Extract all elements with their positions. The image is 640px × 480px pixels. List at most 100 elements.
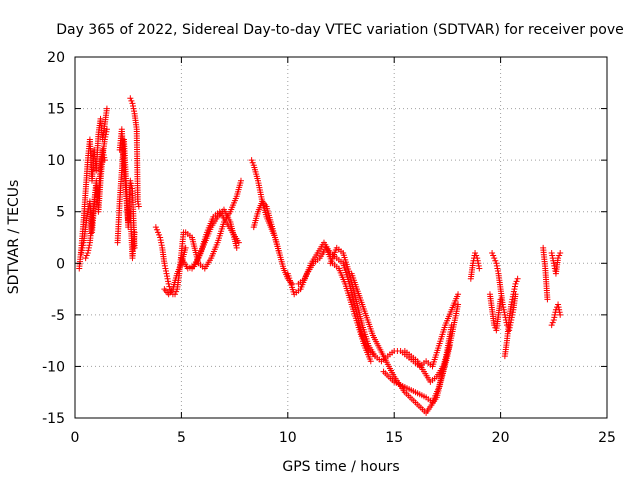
- data-point: [489, 249, 496, 256]
- data-point: [158, 239, 165, 246]
- data-point: [551, 262, 558, 269]
- data-point: [500, 304, 507, 311]
- data-point: [130, 105, 137, 112]
- data-point: [476, 265, 483, 272]
- data-point: [494, 265, 501, 272]
- x-tick-label: 20: [492, 430, 510, 446]
- data-point: [556, 306, 563, 313]
- data-point: [134, 198, 141, 205]
- data-point: [474, 255, 481, 262]
- data-point: [550, 260, 557, 267]
- data-point: [164, 273, 171, 280]
- plot-frame: [74, 56, 608, 419]
- data-point: [557, 311, 564, 318]
- data-point: [506, 327, 513, 334]
- data-point: [78, 247, 85, 254]
- data-point: [78, 249, 85, 256]
- data-point: [161, 260, 168, 267]
- data-point: [79, 242, 86, 249]
- data-point: [448, 322, 455, 329]
- data-point: [128, 185, 135, 192]
- data-point: [102, 131, 109, 138]
- data-point: [555, 255, 562, 262]
- data-point: [127, 177, 134, 184]
- data-point: [103, 126, 110, 133]
- x-tick-label: 0: [71, 430, 80, 446]
- data-point: [157, 234, 164, 241]
- data-point: [102, 133, 109, 140]
- data-point: [103, 128, 110, 135]
- data-point: [475, 262, 482, 269]
- data-point: [500, 306, 507, 313]
- data-point: [549, 319, 556, 326]
- data-point: [157, 237, 164, 244]
- x-axis-label: GPS time / hours: [282, 459, 399, 475]
- data-point: [508, 298, 515, 305]
- data-point: [512, 291, 519, 298]
- data-point: [508, 317, 515, 324]
- y-axis-label: SDTVAR / TECUs: [6, 180, 22, 295]
- data-point: [472, 249, 479, 256]
- y-tick-label: -15: [42, 411, 65, 427]
- data-point: [103, 105, 110, 112]
- data-point: [173, 288, 180, 295]
- data-point: [165, 278, 172, 285]
- data-point: [237, 177, 244, 184]
- data-point: [499, 301, 506, 308]
- data-point: [127, 95, 134, 102]
- data-point: [367, 358, 374, 365]
- data-point: [492, 257, 499, 264]
- data-point: [551, 314, 558, 321]
- data-point: [162, 268, 169, 275]
- axis-ticks: 0 5 10 15 20 25 -15 -10 -5 0 5 10 15 20: [42, 50, 616, 446]
- x-tick-label: 25: [598, 430, 616, 446]
- data-point: [85, 247, 92, 254]
- data-point: [555, 301, 562, 308]
- data-point: [501, 311, 508, 318]
- data-point: [82, 255, 89, 262]
- data-point: [84, 208, 91, 215]
- data-point: [164, 275, 171, 282]
- data-point: [86, 242, 93, 249]
- data-point: [152, 224, 159, 231]
- data-point: [494, 268, 501, 275]
- data-point: [551, 311, 558, 318]
- data-point: [165, 280, 172, 287]
- data-point: [511, 283, 518, 290]
- y-tick-label: 5: [56, 205, 65, 221]
- data-point: [161, 262, 168, 269]
- data-point: [501, 309, 508, 316]
- data-point: [557, 249, 564, 256]
- data-point: [509, 311, 516, 318]
- y-tick-label: 20: [47, 50, 65, 66]
- data-point: [131, 108, 138, 115]
- data-point: [555, 304, 562, 311]
- data-point: [129, 100, 136, 107]
- data-point: [508, 314, 515, 321]
- data-point: [507, 319, 514, 326]
- data-point: [455, 301, 462, 308]
- data-point: [514, 275, 521, 282]
- data-point: [490, 252, 497, 259]
- chart-title: Day 365 of 2022, Sidereal Day-to-day VTE…: [56, 22, 624, 38]
- x-tick-label: 10: [279, 430, 297, 446]
- data-point: [163, 270, 170, 277]
- data-point: [446, 342, 453, 349]
- data-point: [549, 255, 556, 262]
- y-tick-label: -5: [51, 308, 65, 324]
- data-point: [233, 244, 240, 251]
- y-tick-label: -10: [42, 359, 65, 375]
- data-point: [131, 244, 138, 251]
- data-point: [455, 291, 462, 298]
- data-point: [491, 255, 498, 262]
- y-tick-label: 0: [56, 256, 65, 272]
- data-point: [249, 159, 256, 166]
- data-point: [158, 242, 165, 249]
- data-point: [162, 265, 169, 272]
- data-point: [154, 229, 161, 236]
- data-point: [276, 249, 283, 256]
- data-point: [135, 203, 142, 210]
- data-point: [127, 180, 134, 187]
- data-point: [79, 244, 86, 251]
